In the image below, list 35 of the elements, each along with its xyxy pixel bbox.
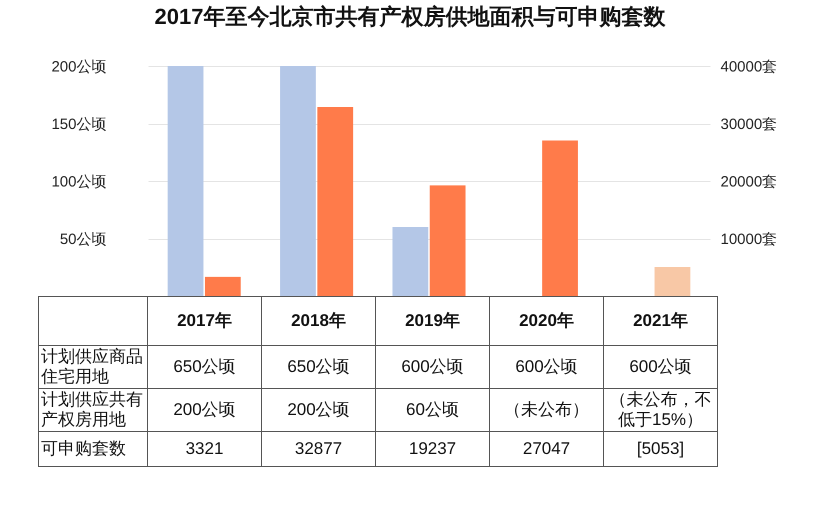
bar — [542, 140, 578, 296]
data-label: 27047 — [490, 432, 604, 466]
bar — [204, 276, 241, 296]
text: 600公顷 — [604, 346, 718, 388]
x-tick-label: 2021年 — [604, 296, 718, 346]
y-tick-label: 50公顷 — [60, 231, 106, 248]
x-tick-label: 2019年 — [376, 296, 490, 346]
y2-tick-label: 20000套 — [720, 174, 778, 190]
text: 可申购套数 — [38, 432, 148, 466]
y-tick-label: 100公顷 — [51, 174, 106, 190]
data-label: 200公顷 — [148, 388, 262, 432]
y2-tick-label: 10000套 — [720, 231, 778, 248]
y-tick-label: 150公顷 — [51, 116, 106, 133]
data-label: 200公顷 — [262, 388, 376, 432]
text: 600公顷 — [490, 346, 604, 388]
text: 计划供应共有产权房用地 — [38, 388, 148, 432]
text: 650公顷 — [262, 346, 376, 388]
data-label: 32877 — [262, 432, 376, 466]
chart-title: 2017年至今北京市共有产权房供地面积与可申购套数 — [154, 4, 666, 29]
text: 650公顷 — [148, 346, 262, 388]
x-tick-label: 2020年 — [490, 296, 604, 346]
data-label: 3321 — [148, 432, 262, 466]
y-tick-label: 200公顷 — [51, 58, 106, 76]
bar — [654, 266, 690, 296]
y2-tick-label: 30000套 — [720, 116, 778, 133]
y2-tick-label: 40000套 — [720, 58, 778, 76]
text: 600公顷 — [376, 346, 490, 388]
data-label: 60公顷 — [376, 388, 490, 432]
x-tick-label: 2018年 — [262, 296, 376, 346]
x-tick-label: 2017年 — [148, 296, 262, 346]
text: （未公布） — [504, 400, 589, 419]
data-label: 19237 — [376, 432, 490, 466]
text: （未公布，不低于15%） — [610, 390, 712, 429]
text: 计划供应商品住宅用地 — [38, 346, 148, 388]
data-label: [5053] — [604, 432, 718, 466]
